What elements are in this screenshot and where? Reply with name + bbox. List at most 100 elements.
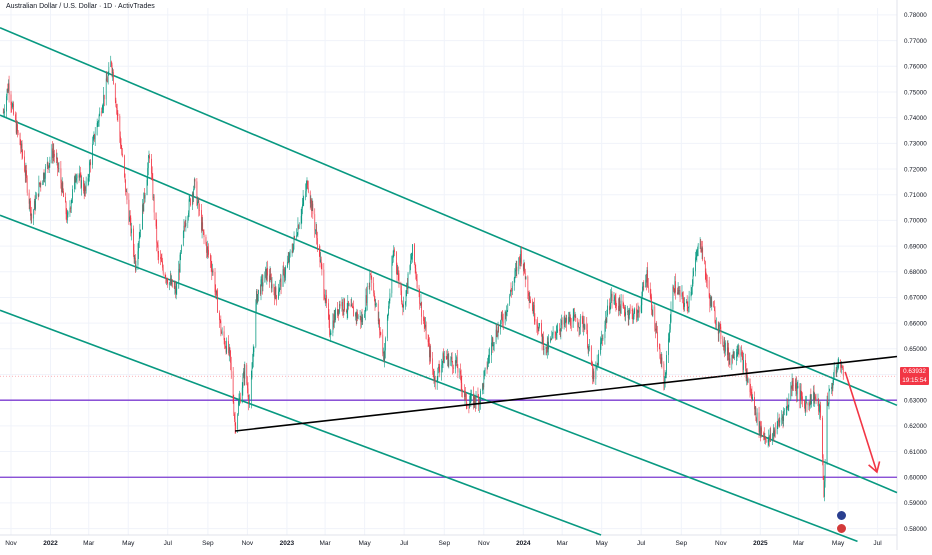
candle-body <box>642 286 643 297</box>
candle-body <box>342 309 344 311</box>
candle-body <box>596 366 597 368</box>
candle-body <box>436 379 438 384</box>
candle-body <box>656 328 658 332</box>
candle-body <box>387 314 389 319</box>
x-tick-label: Nov <box>5 540 17 547</box>
candle-body <box>333 314 335 327</box>
candle-body <box>412 244 413 256</box>
candle-body <box>328 303 329 316</box>
candle-body <box>175 286 176 294</box>
candle-body <box>493 344 494 347</box>
y-tick-label: 0.60000 <box>904 475 927 482</box>
candle-body <box>48 165 49 169</box>
candle-body <box>53 151 55 154</box>
candle-body <box>229 347 231 351</box>
x-axis[interactable]: Nov 2022 Mar May Jul Sep Nov 2023 Mar May Jul Sep No… <box>5 540 882 547</box>
candle-body <box>637 310 639 313</box>
us-flag-icon[interactable] <box>836 523 847 534</box>
candle-body <box>302 204 303 209</box>
candle-body <box>4 111 5 113</box>
candle-body <box>261 278 263 287</box>
candle-body <box>647 269 649 286</box>
candle-body <box>375 303 376 306</box>
last-price-value: 0.63932 <box>903 368 926 376</box>
candle-body <box>791 385 792 389</box>
candle-body <box>344 298 345 311</box>
candle-body <box>693 271 694 276</box>
candle-body <box>800 390 802 396</box>
candle-body <box>52 148 53 159</box>
candle-body <box>355 313 357 319</box>
candle-body <box>274 291 275 299</box>
candle-body <box>298 225 299 229</box>
candle-body <box>226 341 228 353</box>
candle-body <box>842 367 843 368</box>
candle-body <box>379 319 380 331</box>
candle-body <box>774 429 776 434</box>
candle-body <box>221 331 223 334</box>
candle-body <box>318 248 320 250</box>
candle-body <box>39 183 41 185</box>
candle-body <box>523 262 525 270</box>
candle-body <box>660 357 662 364</box>
au-flag-icon[interactable] <box>836 510 847 521</box>
candle-body <box>275 287 277 296</box>
x-tick-label: May <box>358 540 371 547</box>
candle-body <box>665 374 667 377</box>
candle-body <box>718 325 720 334</box>
candle-body <box>31 214 33 219</box>
candle-body <box>620 300 622 314</box>
candle-body <box>193 189 194 197</box>
candle-body <box>611 293 613 302</box>
candle-body <box>524 272 526 280</box>
candle-body <box>695 256 697 258</box>
candle-body <box>596 362 598 367</box>
candle-body <box>822 458 824 480</box>
candle-body <box>289 253 290 263</box>
candle-body <box>754 396 755 410</box>
candle-body <box>737 348 739 352</box>
candle-body <box>669 321 671 330</box>
candle-body <box>323 269 325 295</box>
candle-body <box>840 359 842 368</box>
candle-body <box>565 317 567 321</box>
candle-body <box>724 341 726 352</box>
candle-body <box>241 387 243 403</box>
candle-body <box>720 326 722 339</box>
candle-body <box>26 170 27 178</box>
y-axis[interactable]: 0.78000 0.77000 0.76000 0.75000 0.74000 0.730… <box>904 12 927 533</box>
candle-body <box>278 289 280 292</box>
candle-body <box>403 304 404 308</box>
candle-body <box>574 316 576 317</box>
candle-body <box>754 407 756 410</box>
candle-body <box>430 350 432 359</box>
candle-body <box>646 269 648 283</box>
candle-body <box>206 244 207 253</box>
candle-body <box>183 225 185 232</box>
candle-body <box>469 403 470 408</box>
candle-body <box>311 203 313 212</box>
candle-body <box>7 89 9 92</box>
x-tick-label: Mar <box>83 540 95 547</box>
candle-body <box>737 351 739 353</box>
candle-body <box>699 243 701 245</box>
candle-body <box>590 346 592 365</box>
candle-body <box>623 306 625 312</box>
candle-body <box>822 417 823 459</box>
candle-body <box>743 360 744 370</box>
candle-body <box>335 309 336 321</box>
candle-body <box>781 418 783 420</box>
candle-body <box>824 463 826 482</box>
candle-body <box>297 225 299 235</box>
candle-body <box>483 375 485 388</box>
candle-body <box>76 175 78 179</box>
candle-body <box>43 173 44 182</box>
candle-body <box>464 390 465 397</box>
candle-body <box>61 182 63 193</box>
candle-body <box>454 360 456 369</box>
candle-body <box>347 301 349 311</box>
candle-body <box>94 134 95 140</box>
candle-body <box>808 402 810 406</box>
candle-body <box>84 186 86 195</box>
